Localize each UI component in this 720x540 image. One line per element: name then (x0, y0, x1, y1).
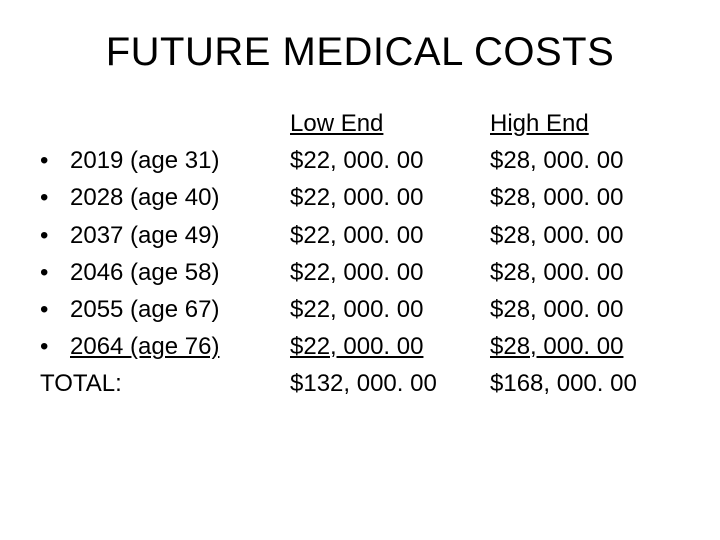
column-header-low: Low End (290, 105, 490, 142)
row-low: $22, 000. 00 (290, 254, 490, 291)
bullet-icon: • (40, 179, 70, 216)
row-low: $22, 000. 00 (290, 179, 490, 216)
row-label: 2028 (age 40) (70, 179, 290, 216)
bullet-icon: • (40, 142, 70, 179)
row-label: 2055 (age 67) (70, 291, 290, 328)
bullet-icon: • (40, 217, 70, 254)
column-header-high: High End (490, 105, 660, 142)
slide-title: FUTURE MEDICAL COSTS (40, 30, 680, 75)
row-low: $22, 000. 00 (290, 142, 490, 179)
slide: FUTURE MEDICAL COSTS Low End High End • … (0, 0, 720, 540)
row-high: $28, 000. 00 (490, 291, 660, 328)
total-label: TOTAL: (40, 365, 290, 402)
cost-table: Low End High End • 2019 (age 31) $22, 00… (40, 105, 680, 403)
row-label: 2037 (age 49) (70, 217, 290, 254)
total-low: $132, 000. 00 (290, 365, 490, 402)
row-label: 2019 (age 31) (70, 142, 290, 179)
row-high: $28, 000. 00 (490, 179, 660, 216)
row-high: $28, 000. 00 (490, 254, 660, 291)
row-low: $22, 000. 00 (290, 328, 490, 365)
bullet-icon: • (40, 328, 70, 365)
bullet-icon: • (40, 254, 70, 291)
bullet-icon: • (40, 291, 70, 328)
row-high: $28, 000. 00 (490, 217, 660, 254)
row-low: $22, 000. 00 (290, 217, 490, 254)
row-label: 2064 (age 76) (70, 328, 290, 365)
row-low: $22, 000. 00 (290, 291, 490, 328)
row-label: 2046 (age 58) (70, 254, 290, 291)
row-high: $28, 000. 00 (490, 142, 660, 179)
row-high: $28, 000. 00 (490, 328, 660, 365)
total-high: $168, 000. 00 (490, 365, 660, 402)
